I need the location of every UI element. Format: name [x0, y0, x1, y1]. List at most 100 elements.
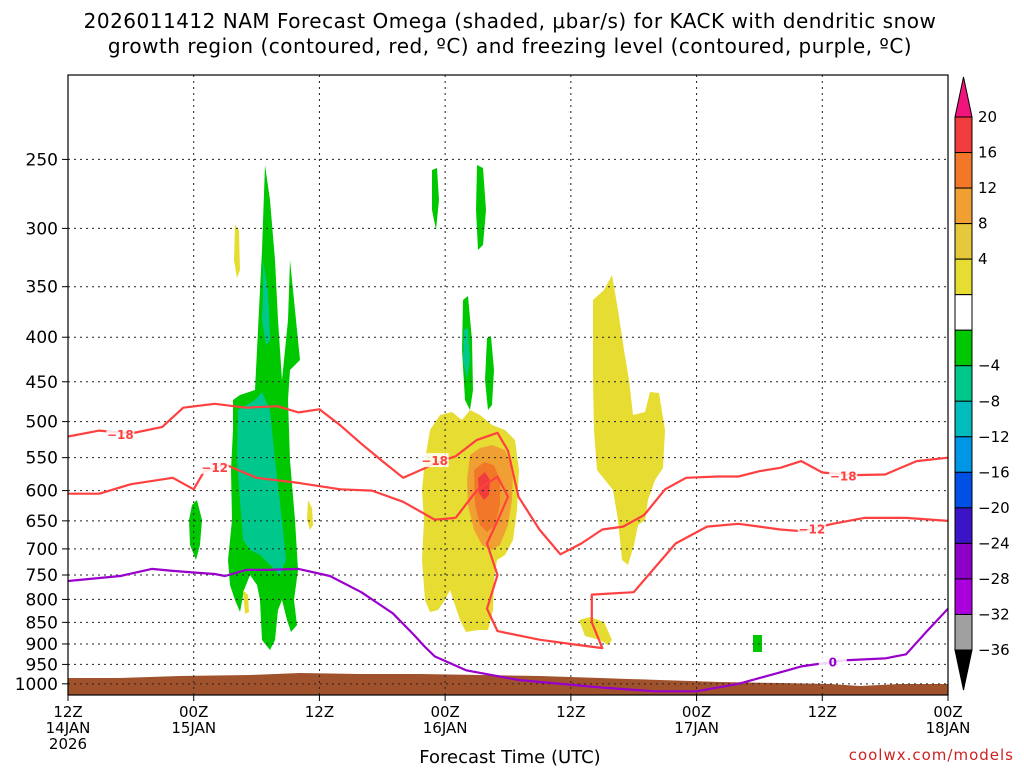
x-tick-label: 16JAN [423, 719, 468, 737]
colorbar-label: −4 [978, 357, 1000, 375]
y-tick-label: 700 [26, 540, 58, 560]
contour-label: −18 [421, 454, 448, 468]
colorbar-swatch [954, 613, 973, 651]
y-tick-label: 400 [26, 328, 58, 348]
contour-label: −18 [830, 469, 857, 483]
colorbar-label: −36 [978, 641, 1010, 659]
omega-upward-motion-region [485, 336, 494, 410]
contour-line [68, 402, 436, 479]
plot-area [68, 75, 948, 695]
colorbar-swatch [954, 329, 973, 367]
x-tick-label: 00Z [179, 703, 208, 721]
colorbar-label: −8 [978, 392, 1000, 410]
x-tick-label: 17JAN [674, 719, 719, 737]
y-tick-label: 900 [26, 635, 58, 655]
omega-downward-motion-region [234, 225, 240, 278]
y-tick-label: 750 [26, 566, 58, 586]
y-tick-label: 1000 [15, 675, 58, 695]
contour-label-bg [420, 453, 449, 468]
x-tick-label: 12Z [556, 703, 585, 721]
colorbar-label: −24 [978, 534, 1010, 552]
colorbar-swatch [954, 400, 973, 438]
ground-strip [68, 673, 948, 695]
omega-upward-motion-region [189, 500, 202, 560]
colorbar-label: 16 [978, 144, 997, 162]
omega-downward-motion-region [307, 500, 313, 530]
omega-strong-upward-region [262, 260, 270, 345]
colorbar-swatch [954, 365, 973, 402]
contour-label: −18 [107, 428, 134, 442]
colorbar-swatch [954, 116, 973, 154]
omega-downward-motion-region [243, 590, 249, 614]
colorbar-swatch [954, 471, 973, 509]
colorbar-label: −20 [978, 499, 1010, 517]
chart-title-line1: 2026011412 NAM Forecast Omega (shaded, μ… [84, 9, 937, 33]
contour-label: −12 [798, 522, 825, 536]
colorbar-bottom-arrow [954, 649, 973, 691]
y-tick-label: 500 [26, 413, 58, 433]
y-tick-label: 650 [26, 512, 58, 532]
contour-line [434, 431, 781, 556]
colorbar-label: −16 [978, 463, 1010, 481]
colorbar-label: −28 [978, 570, 1010, 588]
colorbar-label: −32 [978, 605, 1010, 623]
colorbar-label: −12 [978, 428, 1010, 446]
x-tick-label: 15JAN [171, 719, 216, 737]
colorbar-swatch [954, 152, 973, 189]
contour-label-bg [200, 459, 229, 474]
colorbar-swatch [954, 294, 973, 331]
plot-frame [67, 74, 949, 696]
y-tick-label: 300 [26, 219, 58, 239]
contour-line [68, 567, 948, 693]
x-tick-label: 12Z [53, 703, 82, 721]
x-tick-label: 00Z [933, 703, 962, 721]
credit-text: coolwx.com/models [849, 746, 1014, 764]
y-tick-label: 850 [26, 613, 58, 633]
x-tick-label: 00Z [682, 703, 711, 721]
colorbar-swatch [954, 187, 973, 225]
colorbar: 20 16 12 8 4 −4 −8 −12 −16 −20 −24 −28 −32 −36 [954, 76, 1010, 691]
contour-label-bg [797, 521, 826, 536]
y-tick-label: 350 [26, 278, 58, 298]
y-tick-label: 450 [26, 373, 58, 393]
omega-strong-upward-region [237, 392, 286, 575]
colorbar-swatch [954, 578, 973, 615]
contour-label-bg [106, 426, 135, 441]
colorbar-label: 12 [978, 179, 997, 197]
contour-label: −12 [201, 461, 228, 475]
colorbar-label: 20 [978, 108, 997, 126]
contour-lines: −18 −12 −18 −18 −12 0 [68, 402, 948, 693]
y-tick-label: 600 [26, 482, 58, 502]
colorbar-label: 4 [978, 250, 988, 268]
x-tick-label: 18JAN [926, 719, 971, 737]
colorbar-swatch [954, 542, 973, 580]
grid [68, 75, 948, 695]
contour-label-bg [818, 654, 847, 669]
omega-upward-motion-region [753, 635, 762, 652]
colorbar-top-arrow [954, 76, 973, 118]
y-tick-label: 550 [26, 449, 58, 469]
colorbar-swatch [954, 223, 973, 260]
colorbar-swatch [954, 436, 973, 473]
omega-strong-upward-region [463, 328, 470, 380]
y-tick-label: 800 [26, 590, 58, 610]
x-tick-label: 12Z [305, 703, 334, 721]
y-axis: 2503003504004505005506006507007508008509… [15, 150, 68, 695]
x-tick-label: 2026 [49, 735, 87, 753]
y-tick-label: 950 [26, 655, 58, 675]
colorbar-swatch [954, 258, 973, 296]
colorbar-label: 8 [978, 215, 988, 233]
y-tick-label: 250 [26, 150, 58, 170]
x-tick-label: 12Z [808, 703, 837, 721]
x-axis-label: Forecast Time (UTC) [419, 747, 600, 768]
omega-downward-motion-region [593, 275, 665, 565]
omega-upward-motion-region [432, 168, 439, 230]
chart-title-line2: growth region (contoured, red, ºC) and f… [108, 34, 912, 58]
omega-strong-upward-region [253, 505, 270, 555]
contour-line [68, 463, 456, 521]
contour-label-bg [829, 468, 858, 483]
x-tick-label: 00Z [430, 703, 459, 721]
x-tick-label: 14JAN [46, 719, 91, 737]
